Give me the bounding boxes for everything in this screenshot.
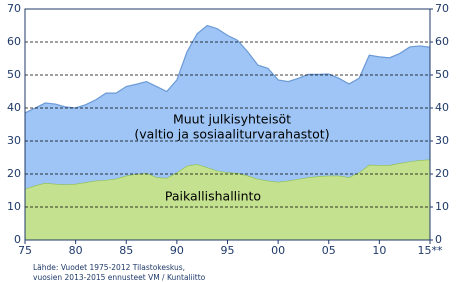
y-tick-label: 30 xyxy=(7,134,21,147)
annotation: (valtio ja sosiaaliturvarahastot) xyxy=(134,127,329,142)
x-tick-label: 95 xyxy=(221,244,235,257)
source: Lähde: Vuodet 1975-2012 Tilastokeskus, xyxy=(33,263,185,272)
x-tick-label: 15** xyxy=(418,244,443,257)
y2-tick-label: 0 xyxy=(435,233,442,246)
y-tick-label: 0 xyxy=(14,233,21,246)
y-tick-label: 50 xyxy=(7,68,21,81)
x-tick-label: 00 xyxy=(271,244,285,257)
x-tick-label: 05 xyxy=(322,244,336,257)
series-label: Paikallishallinto xyxy=(165,189,261,204)
y2-tick-label: 20 xyxy=(435,167,449,180)
y-tick-label: 60 xyxy=(7,35,21,48)
area xyxy=(25,25,430,189)
y2-tick-label: 50 xyxy=(435,68,449,81)
x-tick-label: 80 xyxy=(69,244,83,257)
y-tick-label: 70 xyxy=(7,2,21,15)
x-tick-label: 90 xyxy=(170,244,184,257)
y2-tick-label: 30 xyxy=(435,134,449,147)
y2-tick-label: 70 xyxy=(435,2,449,15)
area xyxy=(25,159,430,240)
x-tick-label: 85 xyxy=(119,244,133,257)
y2-tick-label: 10 xyxy=(435,200,449,213)
area-edge xyxy=(24,24,431,114)
y-tick-label: 10 xyxy=(7,200,21,213)
y-tick-label: 20 xyxy=(7,167,21,180)
series-label: Muut julkisyhteisöt xyxy=(173,112,291,127)
y2-tick-label: 40 xyxy=(435,101,449,114)
x-tick-label: 10 xyxy=(372,244,386,257)
y2-tick-label: 60 xyxy=(435,35,449,48)
y-tick-label: 40 xyxy=(7,101,21,114)
source: vuosien 2013-2015 ennusteet VM / Kuntali… xyxy=(33,273,206,282)
x-tick-label: 75 xyxy=(18,244,32,257)
plot-frame xyxy=(24,8,431,241)
